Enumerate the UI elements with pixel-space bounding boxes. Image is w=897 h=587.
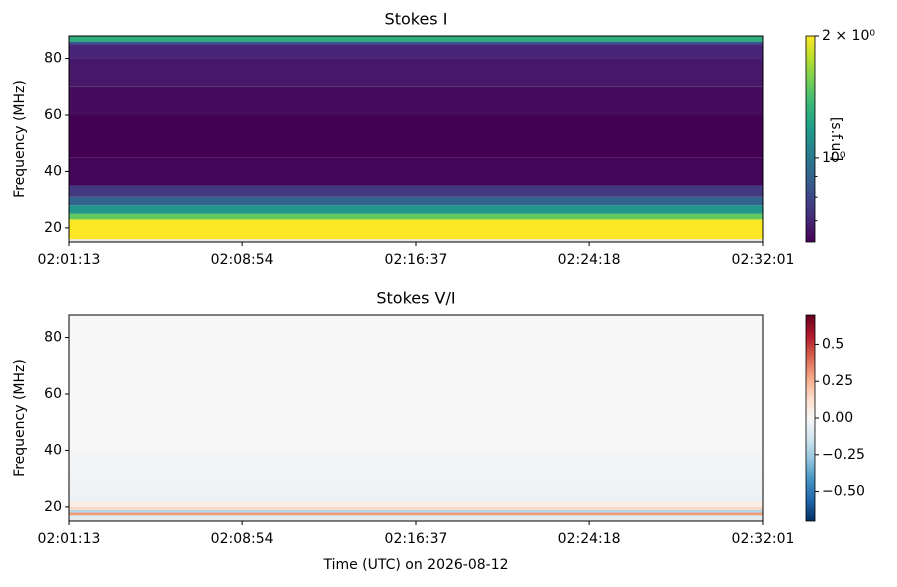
y-tick-label: 40 — [44, 163, 62, 179]
heatmap-band — [69, 501, 763, 507]
heatmap-band — [69, 185, 763, 197]
x-tick-label: 02:08:54 — [211, 252, 274, 268]
y-tick-label: 80 — [44, 330, 62, 346]
heatmap-band — [69, 239, 763, 242]
heatmap-band — [69, 115, 763, 158]
y-tick-label: 20 — [44, 499, 62, 515]
heatmap-band — [69, 86, 763, 116]
heatmap-band — [69, 315, 763, 451]
x-axis-label: Time (UTC) on 2026-08-12 — [322, 557, 508, 573]
colorbar-tick-label: 2 × 10⁰ — [822, 28, 875, 44]
colorbar — [805, 314, 816, 522]
heatmap-band — [69, 205, 763, 214]
colorbar-label: [s.f.u.] — [828, 117, 844, 161]
heatmap-band — [69, 219, 763, 240]
x-tick-label: 02:16:37 — [385, 531, 448, 547]
chart-title: Stokes V/I — [376, 289, 455, 308]
heatmap-band — [69, 196, 763, 206]
y-axis-label: Frequency (MHz) — [12, 359, 28, 477]
colorbar-tick-label: 10⁰ — [822, 150, 846, 166]
y-tick-label: 60 — [44, 107, 62, 123]
heatmap-band — [69, 58, 763, 87]
x-tick-label: 02:24:18 — [558, 252, 621, 268]
y-tick-label: 40 — [44, 442, 62, 458]
y-tick-label: 80 — [44, 51, 62, 67]
heatmap-band — [69, 157, 763, 186]
colorbar — [805, 35, 816, 243]
colorbar-tick-label: 0.5 — [822, 336, 844, 352]
heatmap-band — [69, 495, 763, 502]
heatmap-band — [69, 36, 763, 42]
colorbar-tick-label: 0.25 — [822, 373, 853, 389]
x-tick-label: 02:08:54 — [211, 531, 274, 547]
x-tick-label: 02:24:18 — [558, 531, 621, 547]
heatmap-band — [69, 509, 763, 513]
colorbar-tick-label: 0.00 — [822, 410, 853, 426]
heatmap-band — [69, 478, 763, 496]
y-axis-label: Frequency (MHz) — [12, 80, 28, 198]
colorbar-tick-label: −0.25 — [822, 447, 865, 463]
colorbar-tick-label: −0.50 — [822, 484, 865, 500]
heatmap-band — [69, 450, 763, 479]
x-tick-label: 02:01:13 — [38, 531, 101, 547]
heatmap-band — [69, 512, 763, 516]
heatmap-band — [69, 506, 763, 510]
x-tick-label: 02:32:01 — [732, 252, 795, 268]
x-tick-label: 02:16:37 — [385, 252, 448, 268]
heatmap-band — [69, 515, 763, 519]
heatmap-band — [69, 41, 763, 45]
y-tick-label: 60 — [44, 386, 62, 402]
chart-title: Stokes I — [385, 10, 448, 29]
heatmap-band — [69, 44, 763, 59]
heatmap-band — [69, 213, 763, 220]
x-tick-label: 02:01:13 — [38, 252, 101, 268]
heatmap-band — [69, 518, 763, 521]
x-tick-label: 02:32:01 — [732, 531, 795, 547]
y-tick-label: 20 — [44, 220, 62, 236]
